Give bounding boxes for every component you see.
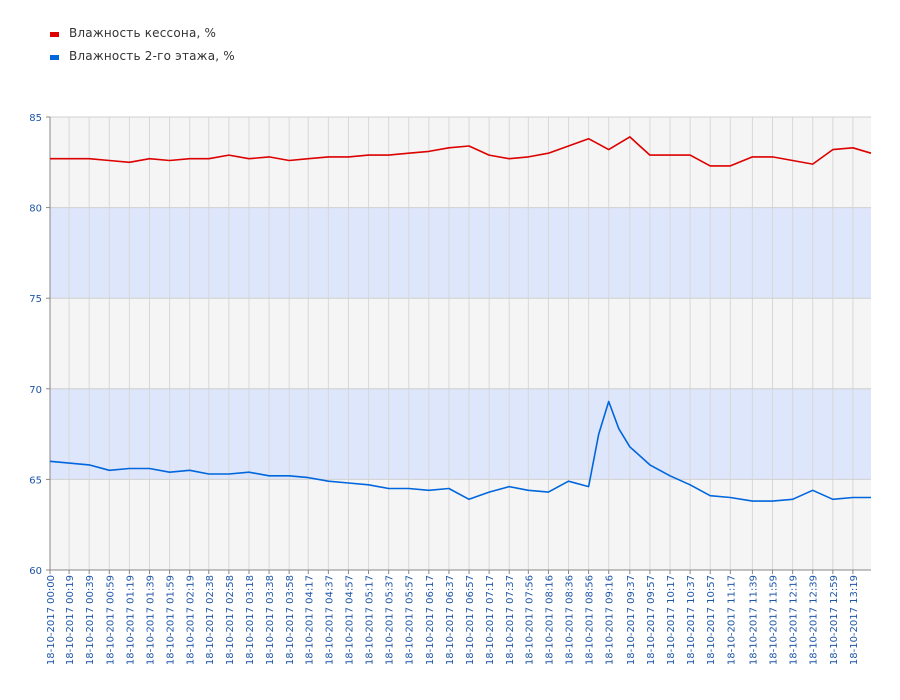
x-tick-label-8: 18-10-2017 02:38 [205,575,216,665]
x-tick-label-30: 18-10-2017 09:57 [646,575,657,665]
legend-label-caisson: Влажность кессона, % [69,26,217,40]
x-tick-label-23: 18-10-2017 07:37 [505,575,516,665]
legend-swatch-caisson [50,32,59,37]
x-tick-label-35: 18-10-2017 11:39 [748,575,759,665]
x-tick-label-13: 18-10-2017 04:17 [304,575,315,665]
x-tick-label-5: 18-10-2017 01:39 [145,575,156,665]
x-tick-label-15: 18-10-2017 04:57 [344,575,355,665]
legend-swatch-second-floor [50,55,59,60]
x-tick-label-4: 18-10-2017 01:19 [125,575,136,665]
x-tick-label-20: 18-10-2017 06:37 [445,575,456,665]
x-tick-label-3: 18-10-2017 00:59 [105,575,116,665]
x-tick-label-37: 18-10-2017 12:19 [789,575,800,665]
y-tick-label-3: 75 [29,294,42,305]
x-tick-label-24: 18-10-2017 07:56 [524,575,535,665]
x-tick-label-19: 18-10-2017 06:17 [425,575,436,665]
x-tick-label-0: 18-10-2017 00:00 [46,575,57,665]
x-tick-label-38: 18-10-2017 12:39 [809,575,820,665]
x-tick-label-28: 18-10-2017 09:16 [605,575,616,665]
x-tick-label-21: 18-10-2017 06:57 [465,575,476,665]
x-tick-label-22: 18-10-2017 07:17 [485,575,496,665]
x-tick-label-27: 18-10-2017 08:56 [585,575,596,665]
x-tick-label-6: 18-10-2017 01:59 [166,575,177,665]
y-tick-label-5: 85 [29,113,42,124]
plot-background [50,117,871,570]
legend-label-second-floor: Влажность 2-го этажа, % [69,49,235,63]
x-tick-label-36: 18-10-2017 11:59 [769,575,780,665]
x-tick-label-25: 18-10-2017 08:16 [544,575,555,665]
x-tick-label-1: 18-10-2017 00:19 [65,575,76,665]
y-tick-label-2: 70 [29,385,42,396]
x-tick-label-9: 18-10-2017 02:58 [225,575,236,665]
x-tick-label-7: 18-10-2017 02:19 [186,575,197,665]
x-tick-label-31: 18-10-2017 10:17 [666,575,677,665]
x-tick-label-26: 18-10-2017 08:36 [565,575,576,665]
y-band-0 [50,388,871,480]
series-line-1 [49,400,871,502]
x-tick-label-32: 18-10-2017 10:37 [686,575,697,665]
x-tick-label-2: 18-10-2017 00:39 [85,575,96,665]
x-tick-label-39: 18-10-2017 12:59 [829,575,840,665]
y-band-1 [50,207,871,299]
x-tick-label-14: 18-10-2017 04:37 [324,575,335,665]
y-tick-label-4: 80 [29,204,42,215]
series-line-0 [50,136,872,167]
x-tick-label-18: 18-10-2017 05:57 [405,575,416,665]
y-tick-label-0: 60 [29,566,42,577]
x-tick-label-33: 18-10-2017 10:57 [706,575,717,665]
x-tick-label-40: 18-10-2017 13:19 [849,575,860,665]
x-tick-label-12: 18-10-2017 03:58 [285,575,296,665]
x-tick-label-10: 18-10-2017 03:18 [245,575,256,665]
x-tick-label-16: 18-10-2017 05:17 [365,575,376,665]
x-tick-label-34: 18-10-2017 11:17 [726,575,737,665]
x-tick-label-17: 18-10-2017 05:37 [385,575,396,665]
x-tick-label-11: 18-10-2017 03:38 [265,575,276,665]
y-tick-label-1: 65 [29,475,42,486]
x-tick-label-29: 18-10-2017 09:37 [626,575,637,665]
